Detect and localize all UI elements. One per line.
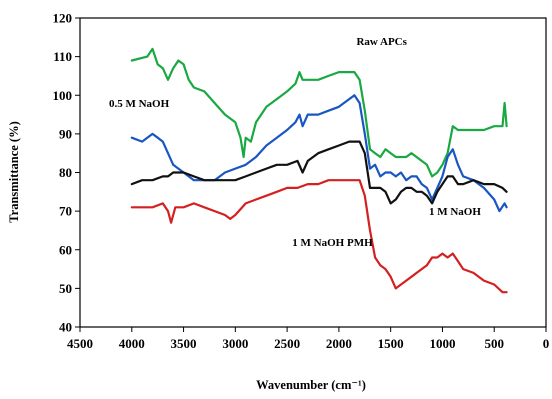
x-tick-label: 1000: [429, 336, 455, 351]
x-tick-label: 0: [543, 336, 550, 351]
y-tick-label: 90: [59, 126, 72, 141]
x-tick-label: 1500: [378, 336, 404, 351]
series-annotation: 0.5 M NaOH: [109, 98, 170, 110]
y-tick-label: 120: [53, 11, 73, 26]
y-tick-label: 50: [59, 281, 72, 296]
y-tick-label: 40: [59, 320, 72, 335]
series-line-4: [130, 179, 508, 294]
series-line-1: [130, 47, 508, 178]
x-tick-label: 3500: [171, 336, 197, 351]
x-tick-label: 4000: [119, 336, 145, 351]
x-axis-title: Wavenumber (cm⁻¹): [256, 378, 366, 392]
x-tick-label: 4500: [67, 336, 93, 351]
plot-frame: [79, 17, 547, 328]
x-tick-label: 2500: [274, 336, 300, 351]
series-annotation: Raw APCs: [356, 36, 407, 48]
x-tick-label: 2000: [326, 336, 352, 351]
x-tick-label: 3000: [222, 336, 248, 351]
series-annotation: 1 M NaOH: [429, 206, 481, 218]
y-tick-label: 60: [59, 242, 72, 257]
y-tick-label: 70: [59, 204, 72, 219]
plot-area: [79, 17, 547, 328]
y-tick-label: 100: [53, 88, 73, 103]
y-tick-label: 80: [59, 165, 72, 180]
x-tick-label: 500: [484, 336, 504, 351]
y-tick-label: 110: [53, 49, 72, 64]
series-annotation: 1 M NaOH PMH: [292, 237, 373, 249]
series-layer: [130, 47, 508, 294]
y-axis-title: Transmittance (%): [7, 121, 21, 222]
annotation-layer: Raw APCs 0.5 M NaOH 1 M NaOH 1 M NaOH PMH: [109, 36, 481, 249]
tick-layer: 4500 4000 3500 3000 2500 2000 1500 1000 500 0 40 50…: [53, 11, 550, 352]
series-line-3: [130, 140, 508, 205]
